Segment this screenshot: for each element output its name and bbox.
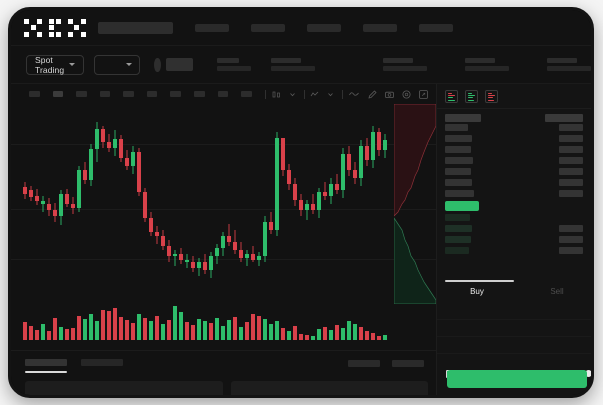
okx-logo[interactable] (24, 18, 86, 37)
timeframe-8[interactable] (194, 91, 205, 97)
tab-sell[interactable]: Sell (550, 287, 564, 296)
orders-content-box-2 (230, 381, 428, 395)
timeframe-2[interactable] (52, 91, 64, 97)
active-tab-indicator (445, 280, 514, 282)
chart-gridline (11, 144, 436, 145)
timeframe-7[interactable] (170, 91, 182, 97)
timeframe-1[interactable] (29, 91, 40, 97)
orderbook-both-icon[interactable] (445, 90, 458, 103)
market-stat-2 (271, 58, 315, 71)
market-stats (217, 58, 591, 71)
orderbook-header-row (437, 113, 591, 124)
timeframe-10[interactable] (241, 91, 252, 97)
nav-item-4[interactable] (362, 23, 397, 32)
toolbar-divider (303, 89, 305, 99)
camera-icon[interactable] (385, 90, 394, 99)
indicator-icon[interactable] (310, 90, 319, 99)
orders-tabs (25, 359, 422, 373)
order-form-fields (437, 303, 591, 354)
table-row[interactable] (437, 157, 591, 168)
table-row[interactable] (437, 168, 591, 179)
orderbook-bids-icon[interactable] (465, 90, 478, 103)
volume-series (23, 306, 387, 340)
slider-node-4[interactable] (585, 370, 591, 377)
price-chart[interactable] (11, 104, 436, 350)
search-input[interactable] (97, 21, 173, 34)
table-row[interactable] (437, 247, 591, 258)
chevron-down-icon (69, 63, 76, 66)
orderbook-asks-icon[interactable] (485, 90, 498, 103)
market-stat-5 (547, 58, 591, 71)
fullscreen-icon[interactable] (419, 89, 428, 99)
toolbar-divider (264, 89, 266, 99)
chart-gridline (11, 259, 436, 260)
chart-gridline (11, 209, 436, 210)
chevron-down-icon (126, 63, 133, 66)
tab-buy[interactable]: Buy (470, 287, 484, 296)
top-navigation-bar (11, 10, 591, 46)
nav-item-2[interactable] (250, 23, 285, 32)
depth-chart-overlay (394, 104, 436, 304)
orders-content (25, 381, 428, 395)
last-price-value (165, 58, 193, 71)
nav-item-5[interactable] (418, 23, 453, 32)
trading-pair-selector[interactable] (94, 54, 141, 75)
orders-action-1[interactable] (348, 360, 380, 367)
order-field-row[interactable] (437, 320, 591, 337)
order-form-tabs: Buy Sell (437, 280, 591, 296)
device-frame: Spot Trading (8, 7, 594, 398)
table-row[interactable] (437, 124, 591, 135)
timeframe-9[interactable] (217, 91, 229, 97)
submit-buy-button[interactable] (447, 370, 587, 388)
chevron-down-icon[interactable] (327, 91, 334, 98)
table-row[interactable] (437, 179, 591, 190)
nav-item-1[interactable] (194, 23, 229, 32)
chart-toolbar (11, 84, 436, 104)
pencil-icon[interactable] (368, 89, 377, 99)
candles-icon[interactable] (272, 90, 281, 99)
timeframe-5[interactable] (123, 91, 134, 97)
table-row[interactable] (437, 190, 591, 201)
orders-panel (11, 350, 436, 395)
candlestick-series (23, 122, 387, 278)
orderbook-panel: Buy Sell (436, 84, 591, 395)
orderbook-rows[interactable] (437, 109, 591, 274)
trading-mode-label: Spot Trading (35, 54, 65, 75)
trading-mode-selector[interactable]: Spot Trading (26, 54, 85, 75)
line-tool-icon[interactable] (349, 90, 360, 98)
orders-action-2[interactable] (392, 360, 424, 367)
tab-order-history[interactable] (81, 359, 123, 366)
market-stat-4 (465, 58, 509, 71)
orders-content-box-1 (25, 381, 223, 395)
current-price-row (437, 201, 591, 214)
chevron-down-icon[interactable] (289, 91, 296, 98)
toolbar-divider (342, 89, 344, 99)
order-field-row[interactable] (437, 337, 591, 354)
market-stat-1 (217, 58, 251, 71)
table-row[interactable] (437, 146, 591, 157)
table-row[interactable] (437, 236, 591, 247)
market-stat-3 (383, 58, 427, 71)
app-screen: Spot Trading (11, 10, 591, 395)
tab-open-orders[interactable] (25, 359, 67, 373)
table-row[interactable] (437, 225, 591, 236)
nav-items (194, 23, 453, 32)
timeframe-6[interactable] (146, 91, 158, 97)
order-field-row[interactable] (437, 303, 591, 320)
orderbook-view-toggles (437, 84, 591, 109)
settings-icon[interactable] (402, 90, 411, 99)
market-header-bar: Spot Trading (11, 46, 591, 84)
table-row[interactable] (437, 214, 591, 225)
orders-actions (348, 360, 424, 367)
nav-item-3[interactable] (306, 23, 341, 32)
timeframe-3[interactable] (76, 91, 87, 97)
table-row[interactable] (437, 135, 591, 146)
timeframe-4[interactable] (99, 91, 111, 97)
pair-avatar (154, 57, 161, 72)
